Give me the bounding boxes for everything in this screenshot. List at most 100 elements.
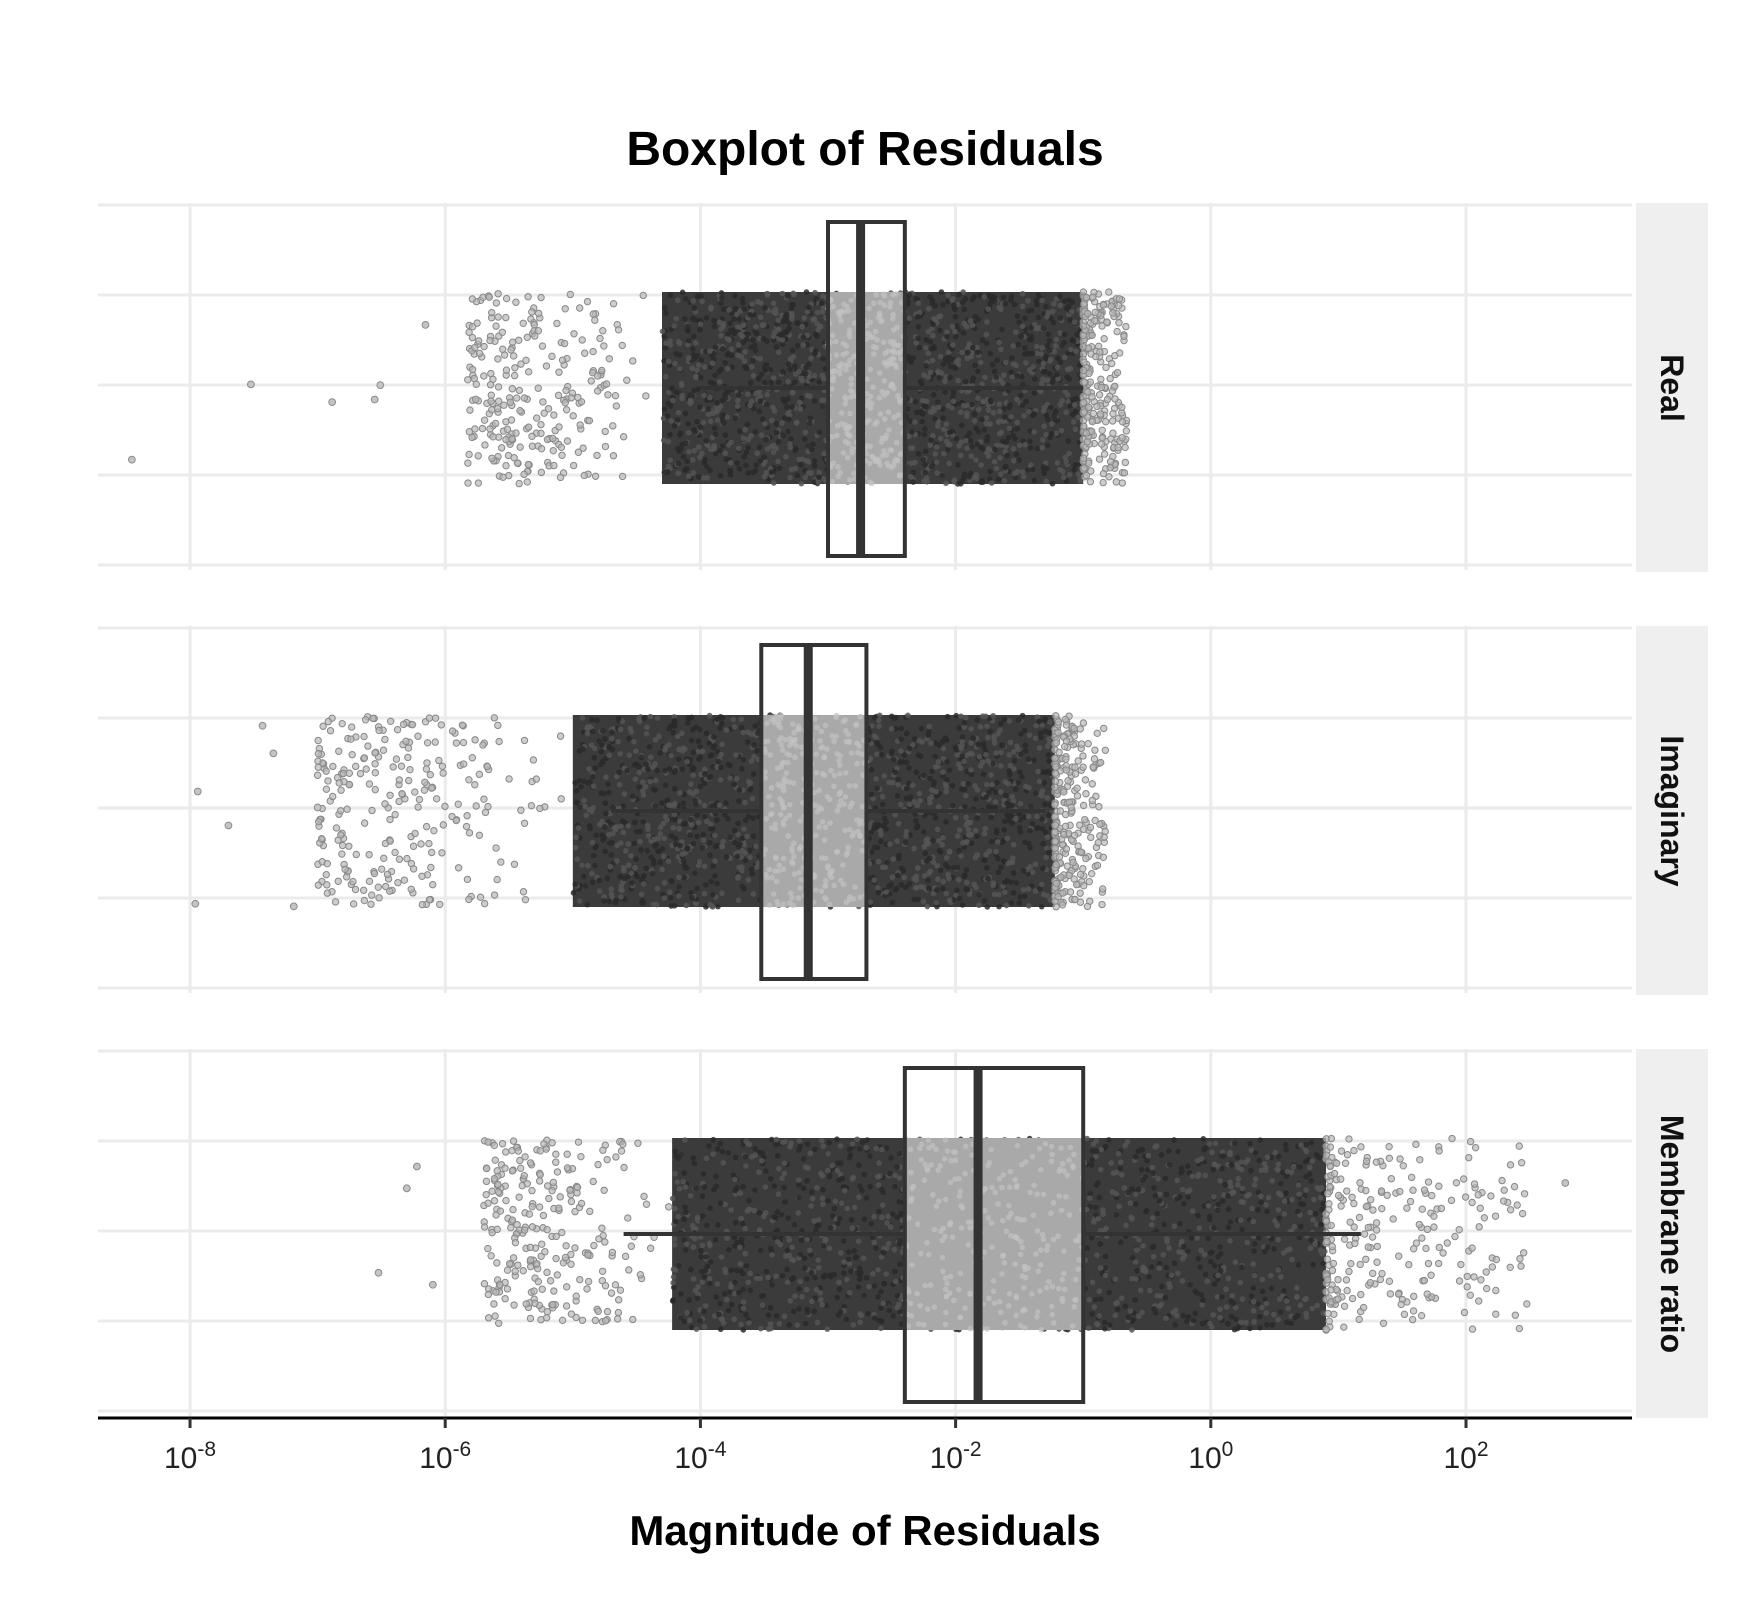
jitter-point — [727, 337, 733, 343]
box-point — [849, 376, 855, 382]
jitter-point — [785, 379, 791, 385]
jitter-point — [764, 446, 770, 452]
jitter-point — [1006, 752, 1012, 758]
jitter-point — [384, 871, 390, 877]
jitter-point — [692, 870, 698, 876]
jitter-point — [931, 406, 937, 412]
jitter-point — [753, 324, 759, 330]
jitter-point — [876, 718, 882, 724]
box-point — [769, 875, 775, 881]
jitter-point — [958, 765, 964, 771]
jitter-point — [609, 736, 615, 742]
jitter-point — [812, 463, 818, 469]
jitter-point — [804, 1178, 810, 1184]
jitter-point — [493, 323, 499, 329]
jitter-point — [1016, 342, 1022, 348]
jitter-point — [939, 289, 945, 295]
box-point — [771, 891, 777, 897]
facet-panel-membrane-ratio: Membrane ratio — [98, 1049, 1708, 1418]
jitter-point — [590, 348, 596, 354]
jitter-point — [978, 360, 984, 366]
jitter-point — [610, 423, 616, 429]
jitter-point — [930, 333, 936, 339]
jitter-point — [1045, 377, 1051, 383]
jitter-point — [1047, 719, 1053, 725]
jitter-point — [344, 806, 350, 812]
jitter-point — [405, 754, 411, 760]
jitter-point — [618, 727, 624, 733]
jitter-point — [637, 839, 643, 845]
jitter-point — [438, 722, 444, 728]
jitter-point — [507, 399, 513, 405]
jitter-point — [1002, 880, 1008, 886]
jitter-point — [807, 420, 813, 426]
jitter-point — [484, 763, 490, 769]
jitter-point — [1039, 882, 1045, 888]
jitter-point — [792, 379, 798, 385]
box-point — [842, 401, 848, 407]
jitter-point — [924, 475, 930, 481]
jitter-point — [799, 324, 805, 330]
jitter-point — [742, 349, 748, 355]
jitter-point — [655, 715, 661, 721]
jitter-point — [920, 398, 926, 404]
jitter-point — [989, 782, 995, 788]
jitter-point — [606, 356, 612, 362]
jitter-point — [681, 454, 687, 460]
jitter-point — [935, 423, 941, 429]
jitter-point — [728, 834, 734, 840]
jitter-point — [739, 884, 745, 890]
jitter-point — [602, 443, 608, 449]
jitter-point — [590, 840, 596, 846]
jitter-point — [1037, 779, 1043, 785]
jitter-point — [575, 394, 581, 400]
jitter-point — [672, 903, 678, 909]
jitter-point — [721, 306, 727, 312]
jitter-point — [640, 898, 646, 904]
jitter-point — [896, 777, 902, 783]
jitter-point — [996, 339, 1002, 345]
jitter-point — [538, 430, 544, 436]
box-point — [767, 902, 773, 908]
jitter-point — [1008, 369, 1014, 375]
jitter-point — [904, 759, 910, 765]
jitter-point — [431, 827, 437, 833]
jitter-point — [751, 373, 757, 379]
box-point — [840, 862, 846, 868]
jitter-point — [496, 738, 502, 744]
jitter-point — [618, 751, 624, 757]
jitter-point — [727, 321, 733, 327]
jitter-point — [908, 794, 914, 800]
jitter-point — [491, 715, 497, 721]
jitter-point — [786, 416, 792, 422]
jitter-point — [819, 397, 825, 403]
jitter-point — [1072, 402, 1078, 408]
jitter-point — [690, 750, 696, 756]
jitter-point — [708, 826, 714, 832]
jitter-point — [758, 1326, 764, 1332]
jitter-point — [751, 742, 757, 748]
jitter-point — [1100, 302, 1106, 308]
jitter-point — [588, 378, 594, 384]
jitter-point — [652, 761, 658, 767]
jitter-point — [716, 759, 722, 765]
jitter-point — [1053, 764, 1059, 770]
jitter-point — [612, 392, 618, 398]
box-point — [882, 378, 888, 384]
jitter-point — [1073, 462, 1079, 468]
box-point — [819, 889, 825, 895]
jitter-point — [731, 316, 737, 322]
jitter-point — [712, 858, 718, 864]
jitter-point — [795, 1210, 801, 1216]
box-point — [847, 783, 853, 789]
box-point — [789, 859, 795, 865]
jitter-point — [676, 461, 682, 467]
jitter-point — [372, 750, 378, 756]
jitter-point — [619, 473, 625, 479]
jitter-point — [615, 739, 621, 745]
jitter-point — [613, 826, 619, 832]
jitter-point — [724, 727, 730, 733]
box-point — [825, 865, 831, 871]
jitter-point — [363, 766, 369, 772]
jitter-point — [720, 324, 726, 330]
